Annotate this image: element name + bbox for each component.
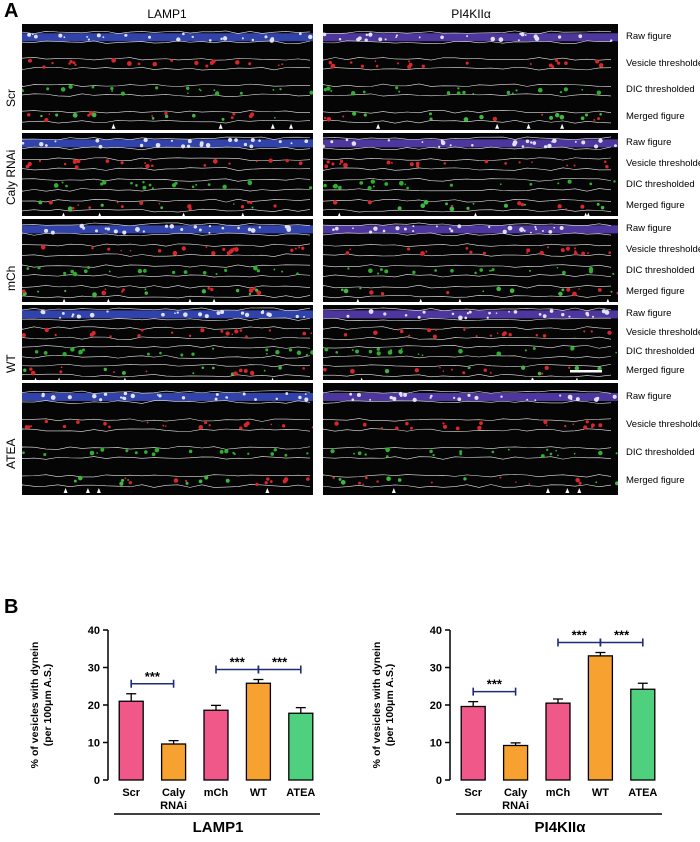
condition-label-2: mCh bbox=[4, 265, 18, 291]
x-tick-label-0: Scr bbox=[464, 787, 482, 799]
x-tick-label-4: ATEA bbox=[628, 787, 657, 799]
row-label-0-2: DIC thresholded bbox=[626, 84, 695, 96]
condition-label-0: Scr bbox=[4, 89, 18, 107]
row-label-0-1: Vesicle thresholded bbox=[626, 57, 700, 69]
sig-stars-0: *** bbox=[145, 669, 161, 684]
row-label-3-3: Merged figure bbox=[626, 364, 685, 376]
sig-stars-1: *** bbox=[230, 655, 246, 670]
y-tick-label: 0 bbox=[94, 775, 100, 787]
x-tick-label-1: RNAi bbox=[502, 800, 529, 812]
panel-b-letter: B bbox=[4, 596, 19, 618]
bar-2 bbox=[203, 709, 229, 781]
column-title-pi4k: PI4KIIα bbox=[451, 7, 491, 21]
x-tick-label-1: RNAi bbox=[160, 800, 187, 812]
row-label-2-0: Raw figure bbox=[626, 223, 672, 235]
condition-label-4: ATEA bbox=[4, 438, 18, 469]
x-tick-label-0: Scr bbox=[122, 787, 140, 799]
row-label-2-3: Merged figure bbox=[626, 285, 685, 297]
x-tick-label-1: Caly bbox=[504, 787, 528, 799]
micrograph-2-0 bbox=[22, 219, 313, 302]
bar-chart-pi4k: % of vesicles with dynein(per 100μm A.S.… bbox=[371, 625, 662, 836]
column-title-lamp1: LAMP1 bbox=[147, 7, 187, 21]
bar-chart-lamp1: % of vesicles with dynein(per 100μm A.S.… bbox=[29, 625, 320, 836]
row-label-4-3: Merged figure bbox=[626, 475, 685, 486]
micrograph-2-1 bbox=[323, 219, 618, 302]
group-label: PI4KIIα bbox=[535, 819, 587, 836]
bar-0 bbox=[118, 700, 144, 781]
row-label-2-2: DIC thresholded bbox=[626, 264, 695, 276]
bar-3 bbox=[245, 682, 272, 781]
y-tick-label: 0 bbox=[436, 775, 442, 787]
row-label-1-1: Vesicle thresholded bbox=[626, 158, 700, 170]
y-axis-label: % of vesicles with dynein(per 100μm A.S.… bbox=[29, 642, 54, 769]
row-label-3-0: Raw figure bbox=[626, 308, 672, 320]
bar-1 bbox=[160, 743, 187, 781]
micrograph-1-0 bbox=[22, 133, 313, 216]
x-tick-label-1: Caly bbox=[162, 787, 186, 799]
y-tick-label: 40 bbox=[88, 625, 100, 637]
sig-stars-2: *** bbox=[614, 628, 630, 643]
micrograph-3-0 bbox=[22, 305, 313, 380]
bar-2 bbox=[545, 702, 571, 781]
y-tick-label: 40 bbox=[430, 625, 442, 637]
bar-1 bbox=[502, 744, 529, 781]
y-tick-label: 10 bbox=[88, 738, 100, 750]
condition-label-3: WT bbox=[4, 353, 18, 373]
x-tick-label-2: mCh bbox=[204, 787, 229, 799]
row-label-4-0: Raw figure bbox=[626, 391, 672, 402]
bar-4 bbox=[288, 712, 314, 781]
y-tick-label: 30 bbox=[88, 663, 100, 675]
bar-0 bbox=[460, 705, 486, 781]
row-label-2-1: Vesicle thresholded bbox=[626, 244, 700, 256]
x-tick-label-3: WT bbox=[592, 787, 609, 799]
micrograph-0-0 bbox=[22, 24, 313, 130]
row-label-1-2: DIC thresholded bbox=[626, 178, 695, 190]
condition-label-1: Caly RNAi bbox=[4, 149, 18, 205]
y-tick-label: 20 bbox=[430, 700, 442, 712]
row-label-3-2: DIC thresholded bbox=[626, 345, 695, 357]
x-tick-label-2: mCh bbox=[546, 787, 571, 799]
panel-a-letter: A bbox=[4, 0, 19, 22]
row-label-1-3: Merged figure bbox=[626, 199, 685, 211]
micrograph-0-1 bbox=[323, 24, 618, 130]
row-label-3-1: Vesicle thresholded bbox=[626, 327, 700, 339]
y-tick-label: 30 bbox=[430, 663, 442, 675]
bar-4 bbox=[630, 688, 656, 781]
row-label-0-0: Raw figure bbox=[626, 31, 672, 43]
x-tick-label-3: WT bbox=[250, 787, 267, 799]
micrograph-4-1 bbox=[323, 383, 618, 495]
sig-stars-0: *** bbox=[487, 677, 503, 692]
micrograph-4-0 bbox=[22, 383, 313, 495]
row-label-4-1: Vesicle thresholded bbox=[626, 419, 700, 430]
bar-3 bbox=[587, 655, 614, 781]
row-label-1-0: Raw figure bbox=[626, 137, 672, 149]
row-label-4-2: DIC thresholded bbox=[626, 447, 695, 458]
micrograph-1-1 bbox=[323, 133, 618, 216]
sig-stars-1: *** bbox=[572, 628, 588, 643]
sig-stars-2: *** bbox=[272, 655, 288, 670]
group-label: LAMP1 bbox=[193, 819, 244, 836]
x-tick-label-4: ATEA bbox=[286, 787, 315, 799]
y-tick-label: 10 bbox=[430, 738, 442, 750]
row-label-0-3: Merged figure bbox=[626, 110, 685, 122]
y-axis-label: % of vesicles with dynein(per 100μm A.S.… bbox=[371, 642, 396, 769]
y-tick-label: 20 bbox=[88, 700, 100, 712]
micrograph-3-1 bbox=[323, 305, 618, 380]
